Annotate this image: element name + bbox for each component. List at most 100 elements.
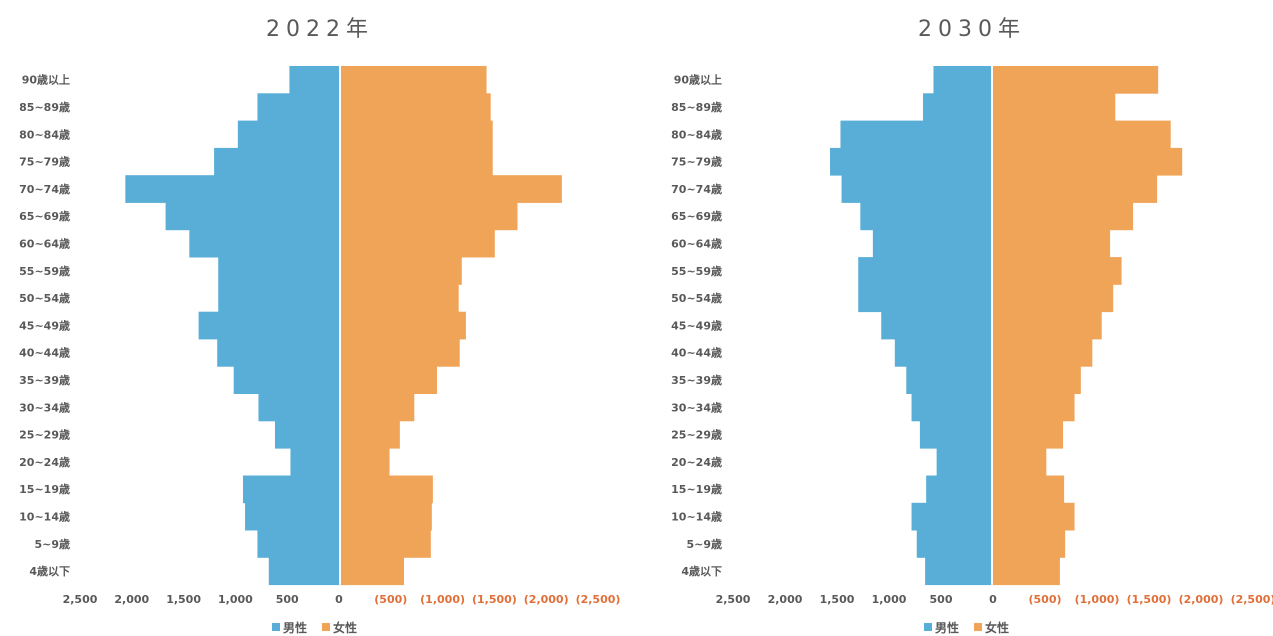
category-label: 85~89歳 (19, 100, 70, 114)
bar-female-4 (340, 175, 562, 203)
bar-male-10 (217, 339, 340, 367)
bar-male-11 (906, 366, 992, 394)
bar-male-5 (165, 202, 340, 231)
category-label: 80~84歳 (19, 127, 70, 141)
bar-male-16 (911, 502, 992, 531)
x-tick-label: (2,000) (1179, 593, 1224, 606)
bar-female-13 (992, 420, 1064, 449)
bar-male-18 (268, 557, 340, 586)
bar-female-2 (992, 120, 1171, 149)
bar-female-14 (992, 448, 1047, 476)
bar-male-0 (289, 66, 340, 94)
bar-male-6 (872, 229, 992, 258)
category-label: 40~44歳 (671, 346, 722, 360)
category-label: 15~19歳 (19, 482, 70, 496)
bar-female-3 (992, 147, 1183, 176)
category-label: 10~14歳 (671, 509, 722, 523)
legend-label-female: 女性 (985, 620, 1009, 635)
bar-female-12 (340, 393, 415, 422)
x-tick-label: 2,000 (768, 593, 803, 606)
bar-male-13 (274, 420, 340, 449)
bar-male-1 (257, 93, 340, 121)
legend-label-male: 男性 (935, 620, 959, 635)
bar-female-11 (992, 366, 1081, 394)
category-label: 25~29歳 (19, 428, 70, 442)
x-tick-label: 500 (930, 593, 953, 606)
x-tick-label: 1,500 (166, 593, 201, 606)
bar-male-8 (858, 284, 992, 313)
category-label: 90歳以上 (674, 73, 722, 87)
bar-male-9 (198, 311, 340, 340)
bar-male-15 (242, 475, 340, 504)
bar-male-9 (881, 311, 992, 340)
bar-male-0 (933, 66, 992, 94)
category-label: 65~69歳 (671, 209, 722, 223)
bar-female-10 (992, 339, 1093, 367)
x-tick-label: 0 (989, 593, 997, 606)
bar-male-14 (290, 448, 340, 476)
bar-female-0 (340, 66, 487, 94)
category-label: 80~84歳 (671, 127, 722, 141)
x-tick-label: (2,500) (1231, 593, 1273, 606)
x-tick-label: 1,000 (218, 593, 253, 606)
category-label: 20~24歳 (19, 455, 70, 469)
category-label: 90歳以上 (22, 73, 70, 87)
bar-female-15 (992, 475, 1065, 504)
bar-female-18 (992, 557, 1060, 586)
bar-female-5 (340, 202, 518, 231)
bar-female-18 (340, 557, 404, 586)
bar-female-0 (992, 66, 1159, 94)
bar-female-8 (340, 284, 459, 313)
bar-female-9 (992, 311, 1102, 340)
bar-female-6 (340, 229, 495, 258)
x-tick-label: 2,000 (114, 593, 149, 606)
pyramid-chart-1: 2022年 90歳以上 85~89歳 80~84歳 75~79歳 70~74歳 65~69歳… (19, 17, 620, 635)
bar-female-15 (340, 475, 433, 504)
x-tick-label: (1,500) (1127, 593, 1172, 606)
legend: 男性 女性 (924, 620, 1009, 635)
x-tick-label: 500 (276, 593, 299, 606)
bar-male-3 (214, 147, 340, 176)
x-tick-label: (2,000) (524, 593, 569, 606)
bar-male-18 (925, 557, 992, 586)
category-label: 4歳以下 (681, 564, 722, 578)
bar-male-14 (936, 448, 992, 476)
bar-male-2 (840, 120, 992, 149)
bar-male-7 (218, 257, 340, 285)
category-label: 35~39歳 (671, 373, 722, 387)
category-label: 85~89歳 (671, 100, 722, 114)
bar-male-17 (257, 530, 340, 558)
legend-swatch-female (974, 623, 982, 631)
x-tick-label: (1,500) (472, 593, 517, 606)
category-label: 5~9歳 (34, 537, 70, 551)
legend: 男性 女性 (272, 620, 357, 635)
bar-male-4 (125, 175, 341, 203)
bar-male-2 (237, 120, 340, 149)
bar-female-16 (340, 502, 432, 531)
bar-female-1 (340, 93, 491, 121)
bar-female-1 (992, 93, 1116, 121)
bar-female-6 (992, 229, 1111, 258)
bar-female-8 (992, 284, 1114, 313)
bar-male-7 (858, 257, 992, 285)
bar-female-10 (340, 339, 460, 367)
x-tick-label: 0 (335, 593, 343, 606)
x-tick-label: (2,500) (576, 593, 621, 606)
bar-female-2 (340, 120, 493, 149)
x-tick-label: 1,000 (872, 593, 907, 606)
category-label: 70~74歳 (671, 182, 722, 196)
bar-female-14 (340, 448, 390, 476)
category-label: 45~49歳 (19, 318, 70, 332)
bar-male-6 (189, 229, 340, 258)
bar-male-10 (894, 339, 992, 367)
category-label: 50~54歳 (671, 291, 722, 305)
category-label: 75~79歳 (19, 155, 70, 169)
category-label: 10~14歳 (19, 509, 70, 523)
legend-swatch-male (924, 623, 932, 631)
category-label: 30~34歳 (671, 400, 722, 414)
legend-swatch-male (272, 623, 280, 631)
bar-female-17 (992, 530, 1066, 558)
category-label: 45~49歳 (671, 318, 722, 332)
category-label: 60~64歳 (19, 236, 70, 250)
